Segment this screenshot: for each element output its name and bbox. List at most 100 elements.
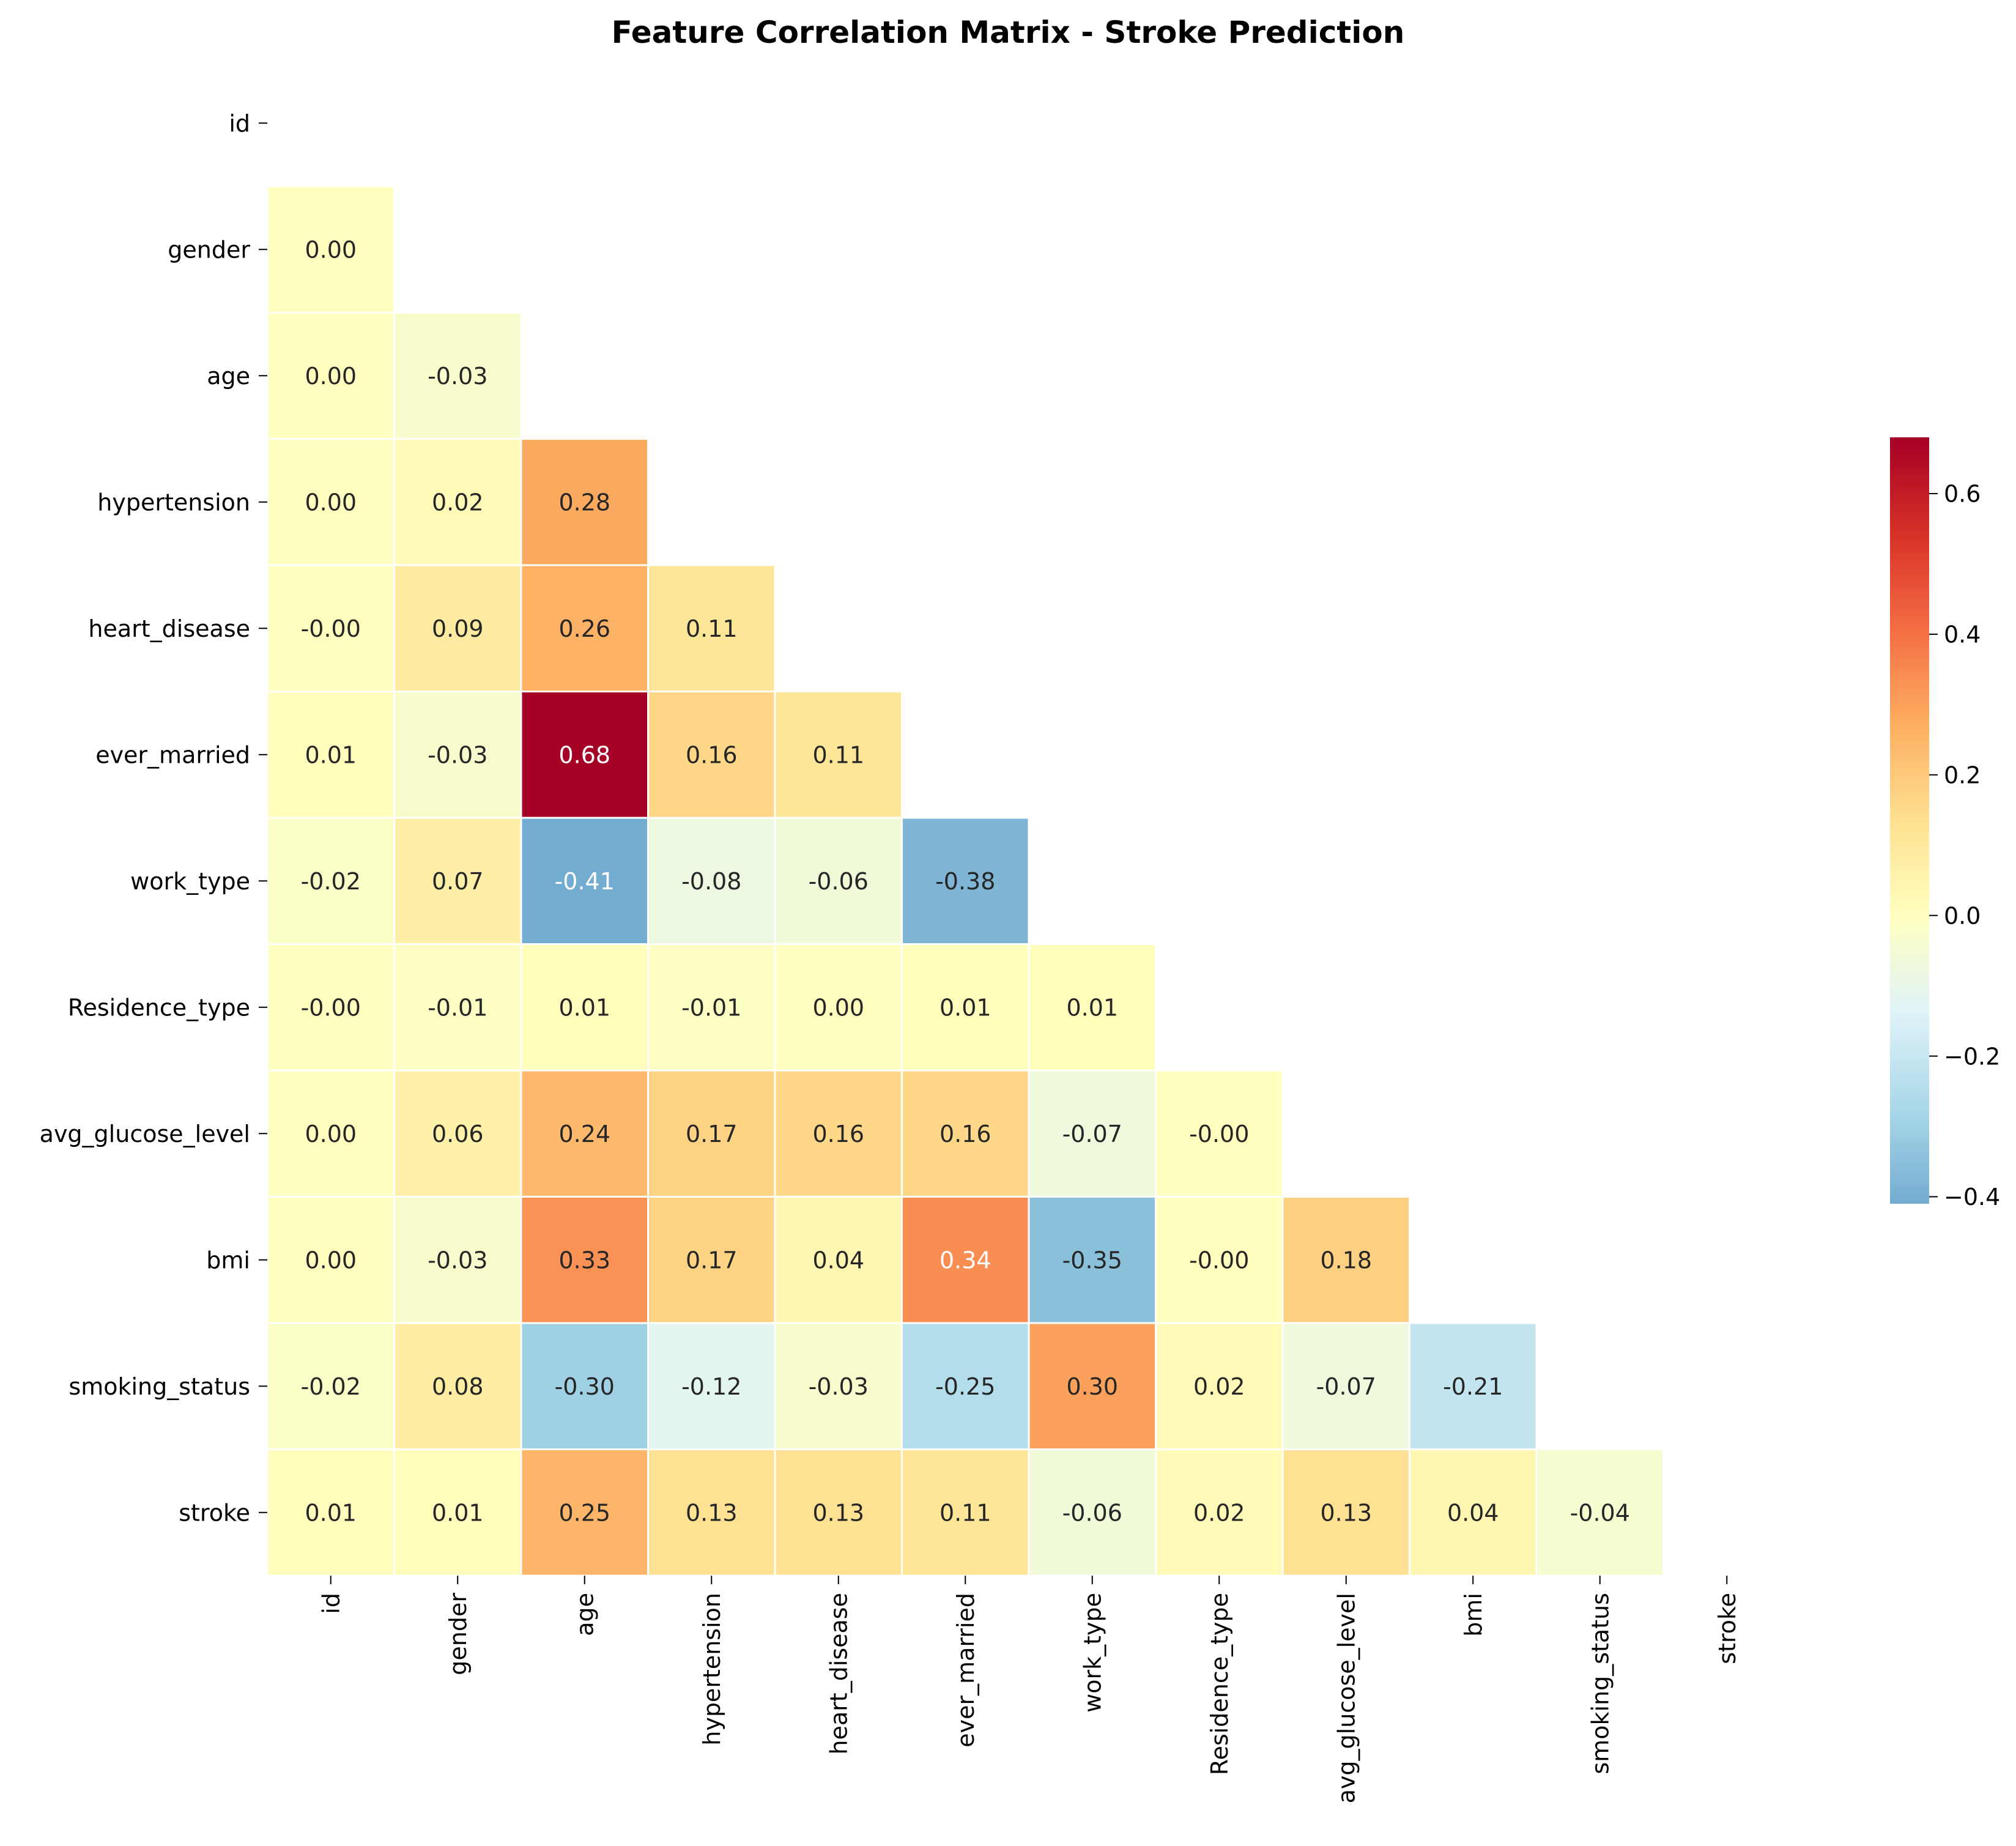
heatmap-cell-bmi-ever_married — [901, 1196, 1030, 1324]
heatmap-cell-hypertension-id — [266, 438, 395, 566]
heatmap-cell-work_type-heart_disease — [774, 817, 903, 945]
heatmap-cell-smoking_status-gender — [393, 1322, 522, 1450]
heatmap-cell-work_type-age — [520, 817, 649, 945]
heatmap-cell-work_type-ever_married — [901, 817, 1030, 945]
colorbar-gradient — [1890, 437, 1929, 1204]
heatmap-cell-smoking_status-avg_glucose_level — [1281, 1322, 1410, 1450]
cell-value-label: 0.01 — [1066, 994, 1118, 1021]
cell-value-label: 0.00 — [305, 363, 357, 390]
y-tick-label-avg_glucose_level: avg_glucose_level — [40, 1121, 250, 1147]
cell-value-label: 0.34 — [939, 1247, 991, 1273]
cell-value-label: -0.02 — [301, 868, 361, 895]
y-tick-label-stroke: stroke — [179, 1499, 250, 1526]
heatmap-cell-hypertension-age — [520, 438, 649, 566]
heatmap-cell-work_type-gender — [393, 817, 522, 945]
y-tick-label-age: age — [207, 363, 250, 390]
heatmap-cell-smoking_status-id — [266, 1322, 395, 1450]
cell-value-label: 0.11 — [939, 1499, 991, 1526]
chart-title: Feature Correlation Matrix - Stroke Pred… — [612, 15, 1405, 50]
cell-value-label: -0.03 — [428, 741, 487, 768]
y-tick-label-id: id — [229, 110, 250, 137]
cell-value-label: 0.04 — [812, 1247, 864, 1273]
colorbar-tick-label: 0.4 — [1944, 621, 1981, 648]
cell-value-label: 0.11 — [812, 741, 864, 768]
colorbar-tick-label: 0.6 — [1944, 481, 1981, 508]
heatmap-cell-Residence_type-work_type — [1028, 943, 1157, 1072]
cell-value-label: 0.01 — [305, 741, 357, 768]
heatmap-cell-bmi-age — [520, 1196, 649, 1324]
cell-value-label: -0.06 — [1062, 1499, 1122, 1526]
cell-value-label: 0.01 — [558, 994, 610, 1021]
cell-value-label: -0.01 — [428, 994, 487, 1021]
x-tick-label-ever_married: ever_married — [952, 1593, 979, 1748]
cell-value-label: -0.08 — [681, 868, 741, 895]
cell-value-label: 0.13 — [686, 1499, 738, 1526]
cell-value-label: 0.16 — [812, 1121, 864, 1147]
cell-value-label: -0.07 — [1062, 1121, 1122, 1147]
cell-value-label: -0.06 — [809, 868, 869, 895]
heatmap-cell-stroke-hypertension — [647, 1448, 776, 1577]
cell-value-label: 0.08 — [432, 1373, 484, 1400]
heatmap-cell-stroke-ever_married — [901, 1448, 1030, 1577]
cell-value-label: 0.09 — [432, 615, 484, 642]
cell-value-label: -0.04 — [1570, 1499, 1630, 1526]
cell-value-label: 0.16 — [686, 741, 738, 768]
heatmap-cell-smoking_status-ever_married — [901, 1322, 1030, 1450]
y-tick-label-gender: gender — [168, 236, 250, 263]
heatmap-cell-heart_disease-hypertension — [647, 564, 776, 692]
cell-value-label: 0.00 — [812, 994, 864, 1021]
x-tick-label-smoking_status: smoking_status — [1587, 1593, 1614, 1774]
x-tick-label-id: id — [317, 1593, 344, 1614]
x-tick-label-gender: gender — [445, 1593, 472, 1675]
heatmap-cells: 0.00 0.00 -0.03 0.00 0.02 0.28 -0.00 0.09 0.26 0.… — [266, 185, 1664, 1577]
cell-value-label: 0.13 — [1320, 1499, 1372, 1526]
heatmap-cell-bmi-avg_glucose_level — [1281, 1196, 1410, 1324]
heatmap-cell-gender-id — [266, 185, 395, 314]
heatmap-cell-bmi-id — [266, 1196, 395, 1324]
heatmap-cell-smoking_status-age — [520, 1322, 649, 1450]
cell-value-label: 0.00 — [305, 489, 357, 516]
colorbar: −0.4 −0.2 0.0 0.2 0.4 0.6 — [1890, 437, 2000, 1210]
x-tick-label-avg_glucose_level: avg_glucose_level — [1333, 1593, 1360, 1803]
colorbar-tick-label: −0.4 — [1944, 1184, 2000, 1210]
cell-value-label: -0.35 — [1062, 1247, 1122, 1273]
cell-value-label: 0.25 — [558, 1499, 610, 1526]
cell-value-label: 0.06 — [432, 1121, 484, 1147]
cell-value-label: 0.02 — [432, 489, 484, 516]
cell-value-label: 0.01 — [939, 994, 991, 1021]
cell-value-label: 0.68 — [558, 741, 610, 768]
heatmap-cell-Residence_type-gender — [393, 943, 522, 1072]
cell-value-label: -0.02 — [301, 1373, 361, 1400]
cell-value-label: 0.17 — [686, 1247, 738, 1273]
heatmap-cell-Residence_type-id — [266, 943, 395, 1072]
cell-value-label: 0.28 — [558, 489, 610, 516]
cell-value-label: -0.25 — [935, 1373, 995, 1400]
x-tick-label-bmi: bmi — [1460, 1593, 1487, 1637]
heatmap-cell-ever_married-heart_disease — [774, 691, 903, 819]
x-tick-label-heart_disease: heart_disease — [825, 1593, 852, 1755]
cell-value-label: -0.03 — [428, 363, 487, 390]
y-tick-label-bmi: bmi — [206, 1247, 250, 1273]
cell-value-label: -0.01 — [681, 994, 741, 1021]
x-tick-label-age: age — [571, 1593, 598, 1636]
cell-value-label: -0.12 — [681, 1373, 741, 1400]
cell-value-label: -0.30 — [555, 1373, 615, 1400]
cell-value-label: 0.11 — [686, 615, 738, 642]
cell-value-label: 0.13 — [812, 1499, 864, 1526]
cell-value-label: 0.26 — [558, 615, 610, 642]
cell-value-label: 0.24 — [558, 1121, 610, 1147]
y-tick-label-ever_married: ever_married — [95, 741, 250, 768]
cell-value-label: -0.07 — [1316, 1373, 1376, 1400]
cell-value-label: 0.00 — [305, 236, 357, 263]
cell-value-label: 0.01 — [432, 1499, 484, 1526]
cell-value-label: 0.01 — [305, 1499, 357, 1526]
x-tick-label-hypertension: hypertension — [699, 1593, 725, 1746]
y-tick-label-hypertension: hypertension — [97, 489, 250, 516]
heatmap-cell-avg_glucose_level-work_type — [1028, 1069, 1157, 1198]
colorbar-tick-label: −0.2 — [1944, 1043, 2000, 1070]
cell-value-label: 0.30 — [1066, 1373, 1118, 1400]
heatmap-cell-avg_glucose_level-age — [520, 1069, 649, 1198]
cell-value-label: -0.00 — [301, 994, 361, 1021]
x-tick-label-Residence_type: Residence_type — [1206, 1593, 1233, 1775]
